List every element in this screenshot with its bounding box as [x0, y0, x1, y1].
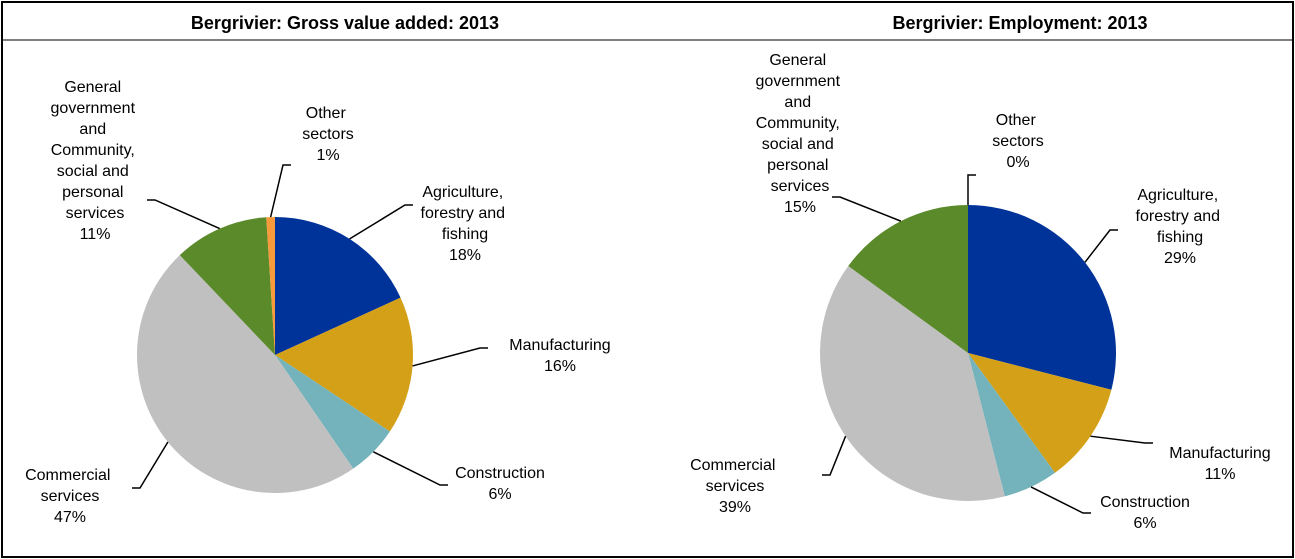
slice-value-label: 47% — [54, 509, 86, 526]
slice-label: General government and Community, social… — [756, 52, 845, 195]
pie-slice — [275, 217, 401, 355]
slice-label: Manufacturing — [1169, 445, 1270, 462]
chart-title: Bergrivier: Employment: 2013 — [892, 13, 1147, 33]
slice-value-label: 6% — [488, 486, 511, 503]
slice-label: Agriculture, forestry and fishing — [421, 184, 510, 243]
pie-slice — [137, 255, 354, 493]
slice-value-label: 11% — [1205, 466, 1236, 483]
slice-value-label: 11% — [80, 226, 111, 243]
slice-label: Other sectors — [302, 105, 354, 143]
slice-label: Commercial services — [25, 467, 115, 505]
pie-slice — [820, 266, 1005, 502]
leader-line — [1090, 435, 1153, 444]
slice-label: Construction — [455, 465, 545, 482]
leader-line — [412, 347, 488, 367]
slice-value-label: 1% — [316, 147, 339, 164]
leader-line — [132, 441, 169, 489]
slice-value-label: 39% — [719, 499, 751, 516]
leader-line — [349, 204, 413, 240]
slice-label: Construction — [1100, 494, 1190, 511]
slice-value-label: 0% — [1006, 154, 1029, 171]
leader-line — [373, 451, 448, 486]
leader-line — [1030, 486, 1091, 514]
slice-value-label: 29% — [1164, 250, 1196, 267]
slice-value-label: 6% — [1133, 515, 1156, 532]
slice-label: Commercial services — [690, 457, 780, 495]
slice-label: Other sectors — [992, 112, 1044, 150]
leader-line — [832, 196, 902, 222]
pie-slice — [179, 217, 275, 355]
slice-value-label: 18% — [449, 247, 481, 264]
slice-label: Agriculture, forestry and fishing — [1136, 187, 1225, 246]
pie-slice — [266, 217, 275, 355]
pie-slice — [275, 297, 414, 432]
leader-line — [1084, 229, 1118, 263]
slice-value-label: 15% — [784, 199, 816, 216]
pie-slice — [968, 205, 1116, 390]
pie-slice — [968, 353, 1055, 497]
leader-line — [822, 435, 847, 476]
slice-label: Manufacturing — [509, 337, 610, 354]
leader-line — [147, 199, 220, 230]
pie-slice — [848, 205, 968, 353]
chart-title: Bergrivier: Gross value added: 2013 — [191, 13, 499, 33]
leader-line — [967, 174, 976, 205]
slice-value-label: 16% — [544, 358, 576, 375]
leader-line — [269, 164, 291, 218]
slice-label: General government and Community, social… — [51, 79, 140, 222]
pie-slice — [968, 353, 1112, 473]
pie-slice — [275, 355, 390, 469]
